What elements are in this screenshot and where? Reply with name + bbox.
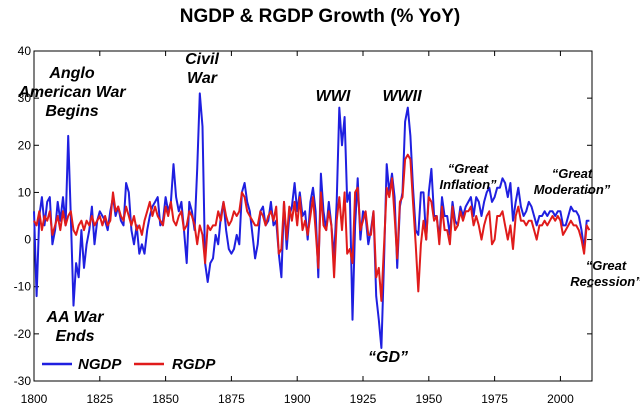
annotation-moder-line: “Great xyxy=(552,166,593,181)
x-tick-label: 1850 xyxy=(152,392,179,406)
annotation-wwi: WWI xyxy=(316,88,351,105)
y-tick-label: 0 xyxy=(24,233,31,247)
y-tick-label: 30 xyxy=(18,91,32,105)
annotation-civil-line: Civil xyxy=(185,51,219,68)
x-tick-label: 1950 xyxy=(415,392,442,406)
annotation-anglo-line: Anglo xyxy=(48,65,95,82)
legend-label-ngdp: NGDP xyxy=(78,356,122,373)
y-tick-label: 40 xyxy=(18,44,32,58)
y-tick-label: 10 xyxy=(18,185,32,199)
y-tick-label: -30 xyxy=(14,374,32,388)
x-tick-label: 1825 xyxy=(86,392,113,406)
annotation-aawar-line: AA War xyxy=(46,309,105,326)
annotation-wwii-line: WWII xyxy=(382,88,422,105)
annotation-infl-line: “Great xyxy=(448,161,489,176)
annotation-reces-line: “Great xyxy=(586,258,627,273)
annotation-gd: “GD” xyxy=(368,349,408,366)
annotation-aawar: AA War Ends xyxy=(46,309,105,345)
y-tick-label: 20 xyxy=(18,138,32,152)
x-tick-label: 1800 xyxy=(21,392,48,406)
annotation-anglo-line: American War xyxy=(17,84,126,101)
annotation-infl-line: Inflation” xyxy=(439,177,497,192)
annotation-moder-line: Moderation” xyxy=(534,182,611,197)
annotation-moder: “Great Moderation” xyxy=(534,166,611,197)
annotation-anglo: Anglo American War Begins xyxy=(17,65,126,120)
legend-label-rgdp: RGDP xyxy=(172,356,216,373)
annotation-wwi-line: WWI xyxy=(316,88,351,105)
x-tick-label: 2000 xyxy=(547,392,574,406)
annotation-reces: “Great Recession” xyxy=(570,258,640,289)
series-layer xyxy=(33,92,591,349)
annotation-civil-line: War xyxy=(187,70,218,87)
series-line-rgdp xyxy=(33,153,591,302)
annotation-anglo-line: Begins xyxy=(45,103,98,120)
annotation-infl: “Great Inflation” xyxy=(439,161,497,192)
chart-title: NGDP & RGDP Growth (% YoY) xyxy=(180,6,460,27)
annotation-wwii: WWII xyxy=(382,88,422,105)
x-tick-label: 1975 xyxy=(481,392,508,406)
x-tick-label: 1875 xyxy=(218,392,245,406)
x-tick-label: 1900 xyxy=(284,392,311,406)
axis-layer: -30 -20 -10 0 10 20 30 40 1800 1825 1850 1875 1900 19… xyxy=(14,44,593,406)
annotation-civil: Civil War xyxy=(185,51,219,87)
annotation-layer: Anglo American War Begins AA War Ends Civil Wa… xyxy=(17,51,640,366)
annotation-gd-line: “GD” xyxy=(368,349,408,366)
annotation-aawar-line: Ends xyxy=(55,328,94,345)
y-tick-label: -10 xyxy=(14,280,32,294)
x-tick-label: 1925 xyxy=(350,392,377,406)
annotation-reces-line: Recession” xyxy=(570,274,640,289)
legend: NGDP RGDP xyxy=(42,356,216,373)
series-line-ngdp xyxy=(33,92,590,349)
y-tick-label: -20 xyxy=(14,327,32,341)
